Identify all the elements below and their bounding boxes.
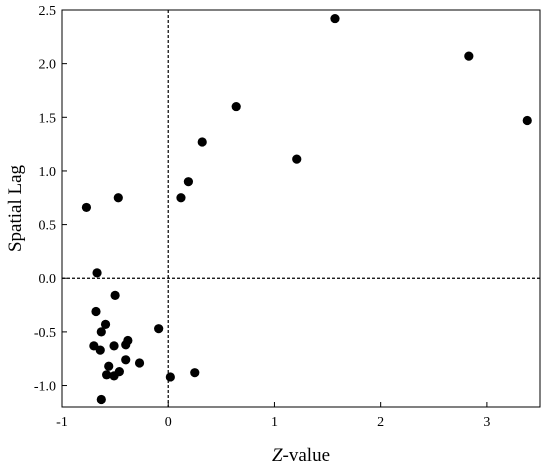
x-tick-label: 1	[271, 415, 278, 430]
data-point	[92, 268, 102, 278]
y-axis-title: Spatial Lag	[5, 164, 26, 252]
y-tick-label: 1.5	[39, 111, 57, 126]
data-point	[134, 358, 145, 368]
x-axis-title-italic: Z	[272, 445, 283, 466]
y-tick-label: -0.5	[34, 326, 56, 341]
data-point	[109, 341, 119, 351]
data-point	[96, 327, 106, 337]
data-point	[104, 361, 114, 371]
data-point	[109, 371, 119, 381]
data-point	[95, 345, 105, 355]
x-tick-label: 0	[165, 415, 172, 430]
data-point	[121, 340, 131, 350]
x-tick-label: -1	[56, 415, 68, 430]
data-point	[176, 193, 186, 203]
data-point	[231, 101, 241, 112]
data-point	[100, 319, 111, 329]
tick-labels: -1 0 1 2 3 2.5 2.0 1.5 1.0 0.5 0.0 -0.5 -1.0	[34, 4, 491, 430]
y-tick-label: 1.0	[39, 165, 57, 180]
y-tick-label: 2.5	[39, 4, 57, 19]
data-point	[96, 394, 106, 405]
y-tick-label: -1.0	[34, 380, 56, 395]
data-point	[121, 355, 131, 365]
y-tick-label: 0.0	[39, 272, 57, 287]
data-point	[190, 368, 200, 378]
data-point	[81, 202, 92, 213]
data-point	[91, 306, 101, 317]
data-point	[102, 370, 112, 380]
data-point	[330, 13, 340, 24]
x-axis-title-rest: -value	[283, 445, 330, 466]
plot-area-frame	[61, 9, 541, 408]
data-point	[197, 137, 207, 147]
x-tick-label: 2	[377, 415, 384, 430]
data-point	[165, 372, 175, 382]
data-point	[522, 115, 532, 126]
x-axis-title: Z-value	[272, 445, 330, 466]
data-points	[81, 13, 532, 405]
data-point	[113, 193, 123, 203]
data-point	[154, 324, 164, 334]
x-tick-label: 3	[483, 415, 490, 430]
data-point	[110, 290, 120, 301]
y-tick-label: 0.5	[39, 219, 57, 234]
y-tick-label: 2.0	[39, 58, 57, 73]
data-point	[292, 154, 302, 164]
data-point	[183, 177, 194, 187]
data-point	[464, 51, 474, 61]
reference-lines	[62, 10, 540, 407]
